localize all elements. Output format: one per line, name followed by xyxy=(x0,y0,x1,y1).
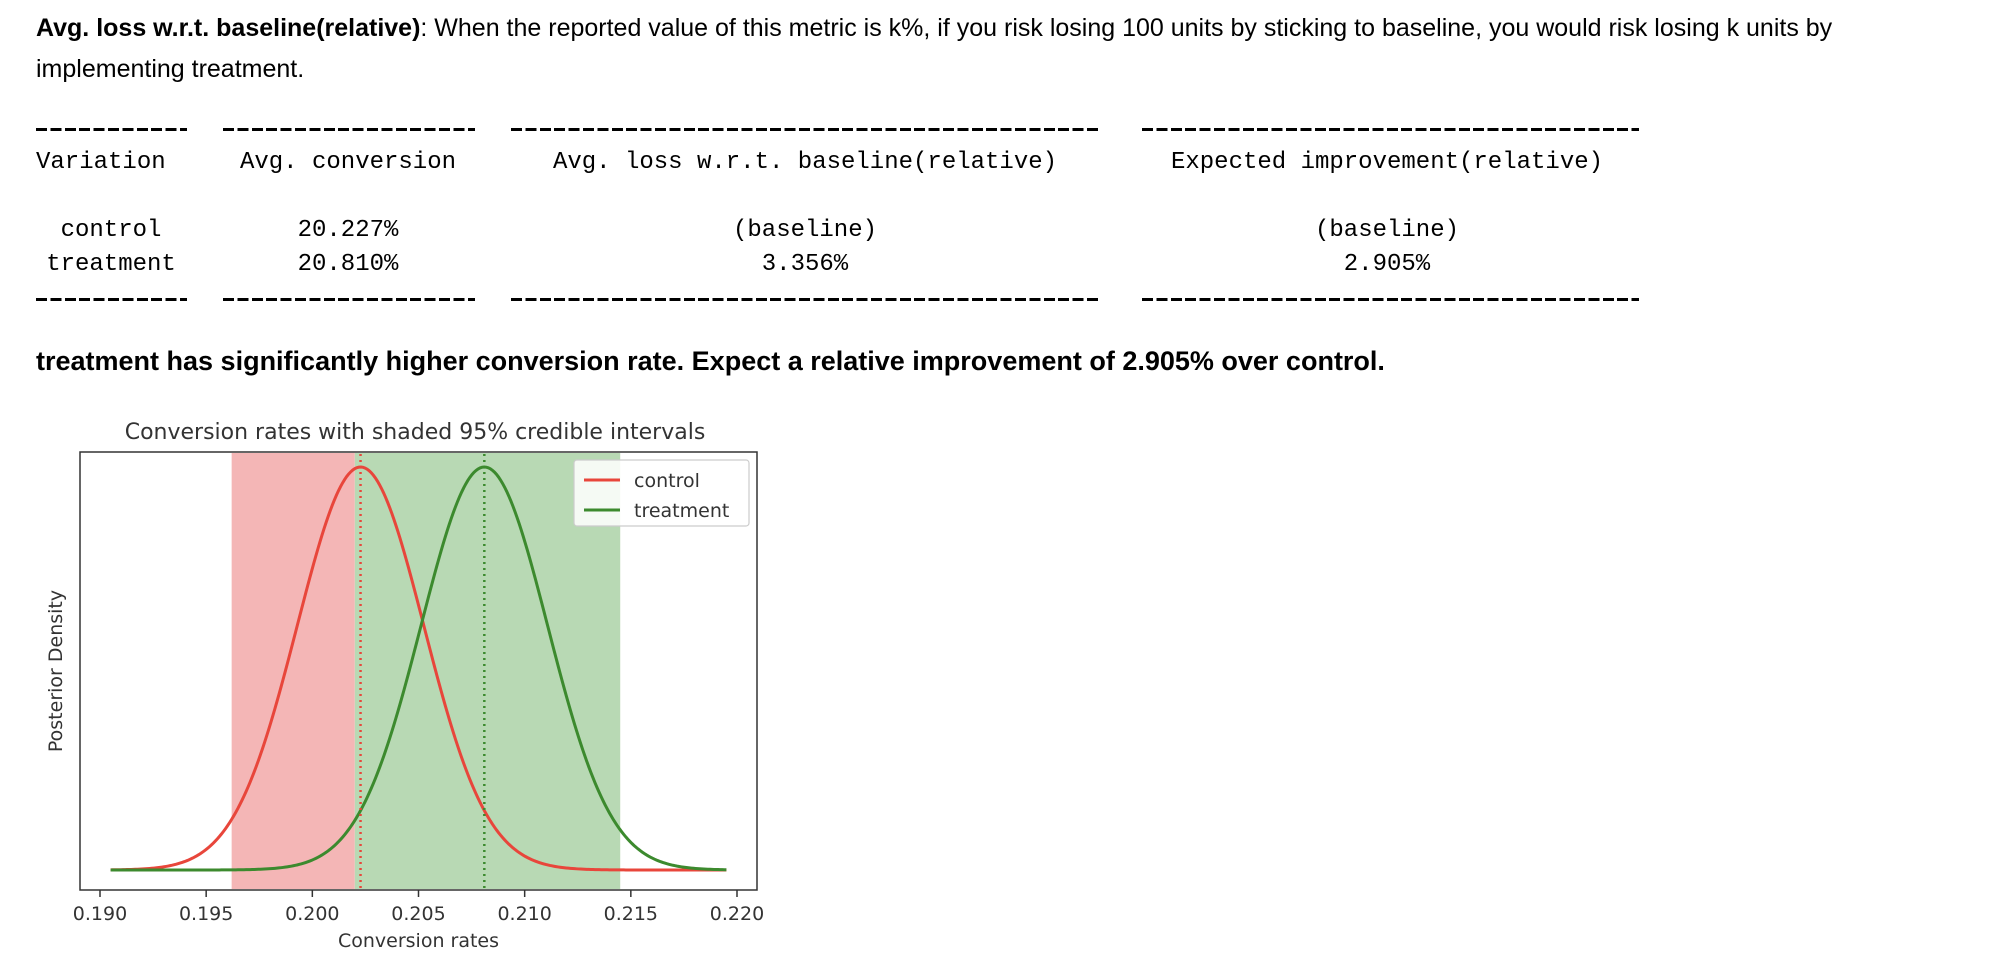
cell-variation: control xyxy=(60,217,162,244)
metric-term: Avg. loss w.r.t. baseline(relative) xyxy=(36,14,421,42)
metric-description: : When the reported value of this metric… xyxy=(36,14,1833,83)
header-avg-loss: Avg. loss w.r.t. baseline(relative) xyxy=(552,149,1058,176)
rule-segment xyxy=(511,298,1101,301)
rule-segment xyxy=(1142,128,1639,131)
cell-expected-improvement: (baseline) xyxy=(1314,217,1460,244)
table-row: control 20.227% (baseline) (baseline) xyxy=(36,214,1636,248)
table-bottom-rule xyxy=(36,282,1639,316)
x-tick-label: 0.220 xyxy=(710,903,764,925)
table-row: treatment 20.810% 3.356% 2.905% xyxy=(36,248,1636,282)
cell-avg-conversion: 20.227% xyxy=(297,217,399,244)
table-header-row: Variation Avg. conversion Avg. loss w.r.… xyxy=(36,146,1636,180)
x-tick-label: 0.210 xyxy=(497,903,551,925)
header-avg-conversion: Avg. conversion xyxy=(239,149,457,176)
cell-avg-conversion: 20.810% xyxy=(297,251,399,278)
x-tick-label: 0.200 xyxy=(285,903,339,925)
rule-segment xyxy=(223,298,475,301)
y-axis-label: Posterior Density xyxy=(45,590,67,752)
rule-segment xyxy=(36,128,187,131)
x-axis-label: Conversion rates xyxy=(338,930,499,952)
x-tick-label: 0.215 xyxy=(604,903,658,925)
header-expected-improvement: Expected improvement(relative) xyxy=(1170,149,1604,176)
table-top-rule xyxy=(36,112,1639,146)
rule-segment xyxy=(36,298,187,301)
x-tick-label: 0.195 xyxy=(179,903,233,925)
header-variation: Variation xyxy=(36,149,166,176)
conclusion-text: treatment has significantly higher conve… xyxy=(36,346,1385,376)
density-curve-control xyxy=(110,465,727,872)
cell-avg-loss: (baseline) xyxy=(732,217,878,244)
legend-label-treatment: treatment xyxy=(634,500,729,522)
ci-band-control xyxy=(231,453,355,889)
cell-avg-loss: 3.356% xyxy=(761,251,849,278)
density-curve-treatment xyxy=(110,465,727,872)
cell-variation: treatment xyxy=(46,251,176,278)
legend: control treatment xyxy=(573,459,750,527)
posterior-chart: Conversion rates with shaded 95% credibl… xyxy=(45,420,764,952)
x-axis-ticks: 0.190 0.195 0.200 0.205 0.210 0.215 0.220 xyxy=(73,890,764,925)
x-tick-label: 0.190 xyxy=(73,903,127,925)
rule-segment xyxy=(223,128,475,131)
cell-expected-improvement: 2.905% xyxy=(1343,251,1431,278)
legend-label-control: control xyxy=(634,470,700,492)
x-tick-label: 0.205 xyxy=(391,903,445,925)
rule-segment xyxy=(1142,298,1639,301)
chart-title: Conversion rates with shaded 95% credibl… xyxy=(125,420,706,445)
rule-segment xyxy=(511,128,1101,131)
metric-explanation: Avg. loss w.r.t. baseline(relative): Whe… xyxy=(36,8,1986,90)
